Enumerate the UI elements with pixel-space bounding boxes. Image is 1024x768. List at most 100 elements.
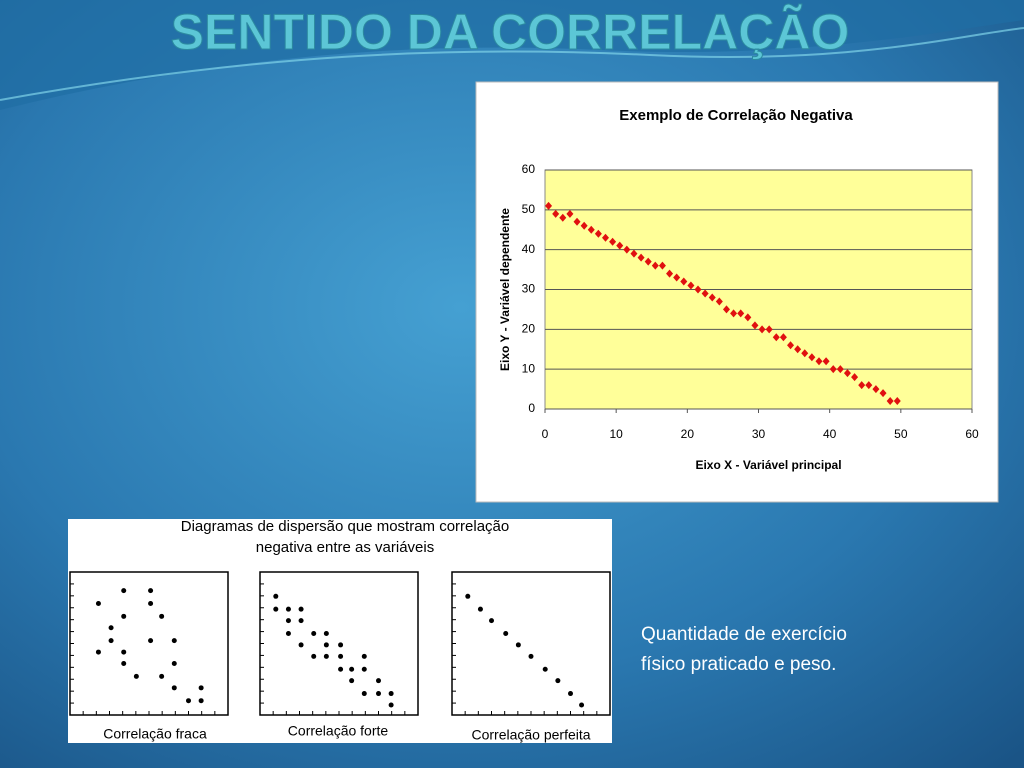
y-tick-label: 60	[522, 162, 536, 176]
point	[285, 618, 291, 624]
point	[515, 642, 521, 648]
point	[285, 606, 291, 612]
point	[708, 293, 716, 302]
point	[808, 353, 816, 362]
x-tick-label: 30	[752, 427, 766, 441]
point	[751, 321, 759, 330]
point	[311, 653, 317, 659]
x-tick-label: 60	[965, 427, 979, 441]
point	[198, 698, 204, 704]
point	[616, 241, 624, 250]
point	[349, 678, 355, 684]
y-tick-label: 30	[522, 282, 536, 296]
point	[865, 381, 873, 390]
point	[361, 666, 367, 672]
point	[108, 638, 114, 644]
point	[787, 341, 795, 350]
caption: Quantidade de exercício	[641, 624, 847, 645]
point	[323, 653, 329, 659]
chart-title: Correlação forte	[288, 723, 389, 739]
point	[673, 273, 681, 282]
point	[822, 357, 830, 366]
point	[273, 593, 279, 599]
x-tick-label: 40	[823, 427, 837, 441]
point	[186, 698, 191, 704]
x-tick-label: 0	[542, 427, 549, 441]
wave	[0, 0, 1024, 110]
point	[159, 673, 165, 679]
chart-title: Correlação perfeita	[471, 727, 590, 743]
caption: físico praticado e peso.	[641, 654, 836, 675]
point	[171, 685, 177, 691]
x-axis-label: Eixo X - Variável principal	[695, 458, 841, 472]
point	[323, 630, 329, 636]
y-tick-label: 10	[522, 361, 536, 375]
point	[542, 666, 548, 672]
point	[465, 593, 471, 599]
point	[198, 685, 204, 691]
point	[851, 373, 859, 382]
point	[338, 642, 344, 648]
point	[376, 691, 381, 697]
y-tick-label: 0	[528, 401, 535, 415]
point	[666, 269, 674, 278]
point	[836, 365, 844, 374]
point	[579, 702, 585, 708]
point	[298, 642, 304, 648]
point	[148, 638, 154, 644]
point	[95, 600, 101, 606]
point	[555, 678, 561, 684]
point	[361, 691, 367, 697]
point	[568, 691, 573, 697]
point	[758, 325, 766, 334]
point	[687, 281, 695, 290]
slide-title: SENTIDO DA CORRELAÇÃO	[171, 4, 850, 60]
point	[489, 618, 494, 624]
point	[872, 385, 880, 394]
point	[361, 653, 367, 659]
point	[121, 661, 127, 667]
point	[680, 277, 688, 286]
point	[623, 245, 631, 254]
point	[609, 237, 617, 246]
point	[349, 666, 355, 672]
point	[311, 630, 317, 636]
point	[730, 309, 738, 318]
y-tick-label: 40	[522, 242, 536, 256]
panel-title: Diagramas de dispersão que mostram corre…	[181, 518, 509, 535]
point	[338, 653, 344, 659]
point	[121, 649, 127, 655]
point	[477, 606, 483, 612]
point	[637, 253, 645, 262]
point	[765, 325, 773, 334]
point	[879, 389, 887, 398]
point	[737, 309, 745, 318]
point	[893, 397, 901, 406]
point	[601, 233, 609, 242]
point	[528, 653, 534, 659]
point	[779, 333, 787, 342]
x-tick-label: 10	[609, 427, 623, 441]
panel-box	[68, 519, 612, 743]
point	[171, 661, 177, 667]
point	[95, 649, 101, 655]
point	[815, 357, 823, 366]
x-tick-label: 20	[681, 427, 695, 441]
panel-title: negativa entre as variáveis	[256, 539, 434, 556]
point	[273, 606, 279, 612]
point	[108, 625, 114, 631]
x-tick-label: 50	[894, 427, 908, 441]
point	[545, 201, 553, 210]
point	[801, 349, 809, 358]
point	[658, 261, 666, 270]
point	[338, 666, 344, 672]
point	[594, 229, 602, 238]
point	[376, 678, 381, 684]
wave-line	[0, 27, 1024, 101]
point	[715, 297, 723, 306]
point	[566, 209, 574, 218]
chart-title: Correlação fraca	[103, 726, 207, 742]
point	[772, 333, 780, 342]
point	[171, 638, 177, 644]
